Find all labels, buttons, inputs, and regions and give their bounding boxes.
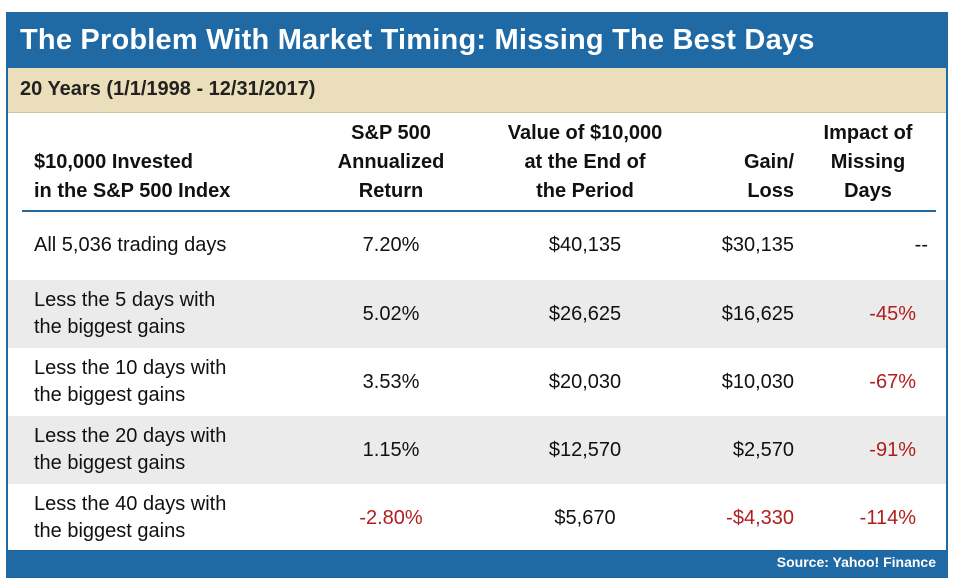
row-return: -2.80% [359, 507, 423, 529]
row-value: $20,030 [548, 371, 622, 393]
table-row: Less the 20 days with the biggest gains … [8, 416, 946, 484]
source-label: Source: Yahoo! Finance [776, 554, 936, 570]
row-label-line-1: Less the 10 days with [34, 357, 227, 379]
row-return: 1.15% [362, 439, 420, 461]
row-impact: -- [914, 234, 928, 256]
row-label-line-1: Less the 20 days with [34, 425, 227, 447]
row-value: $40,135 [548, 234, 622, 256]
row-label-line-1: Less the 5 days with [34, 289, 216, 311]
row-return: 5.02% [362, 303, 420, 325]
table-row: Less the 40 days with the biggest gains … [8, 484, 946, 552]
table-row: Less the 10 days with the biggest gains … [8, 348, 946, 416]
row-gain: $16,625 [721, 303, 794, 325]
row-return: 3.53% [362, 371, 420, 393]
row-impact: -67% [869, 371, 916, 393]
table-row: Less the 5 days with the biggest gains 5… [8, 280, 946, 348]
header-divider [22, 210, 936, 212]
col-header-impact: Impact of Missing Days [823, 122, 913, 202]
row-gain: $2,570 [732, 439, 794, 461]
row-value: $26,625 [548, 303, 622, 325]
row-gain: $30,135 [721, 234, 794, 256]
row-impact: -114% [859, 507, 916, 529]
subtitle-bar: 20 Years (1/1/1998 - 12/31/2017) [8, 68, 946, 113]
row-value: $5,670 [554, 507, 616, 529]
row-return: 7.20% [362, 234, 420, 256]
row-gain: $10,030 [721, 371, 794, 393]
col-header-invested: $10,000 Invested in the S&P 500 Index [34, 151, 231, 202]
source-footer: Source: Yahoo! Finance [8, 550, 946, 576]
row-impact: -91% [869, 439, 916, 461]
row-label-line-1: All 5,036 trading days [34, 234, 227, 256]
row-impact: -45% [869, 303, 916, 325]
table-subtitle: 20 Years (1/1/1998 - 12/31/2017) [20, 78, 316, 100]
title-bar: The Problem With Market Timing: Missing … [8, 14, 946, 68]
row-label-line-2: the biggest gains [34, 520, 186, 542]
row-label-line-2: the biggest gains [34, 452, 186, 474]
col-header-value: Value of $10,000 at the End of the Perio… [507, 122, 663, 202]
col-header-return: S&P 500 Annualized Return [337, 122, 445, 202]
row-label-line-2: the biggest gains [34, 384, 186, 406]
row-label-line-2: the biggest gains [34, 316, 186, 338]
row-label-line-1: Less the 40 days with [34, 493, 227, 515]
row-gain: -$4,330 [726, 507, 794, 529]
row-value: $12,570 [548, 439, 622, 461]
table-title: The Problem With Market Timing: Missing … [20, 24, 815, 56]
market-timing-table: The Problem With Market Timing: Missing … [6, 12, 948, 578]
table-row: All 5,036 trading days 7.20% $40,135 $30… [8, 212, 946, 280]
col-header-gain: Gain/ Loss [743, 151, 794, 202]
